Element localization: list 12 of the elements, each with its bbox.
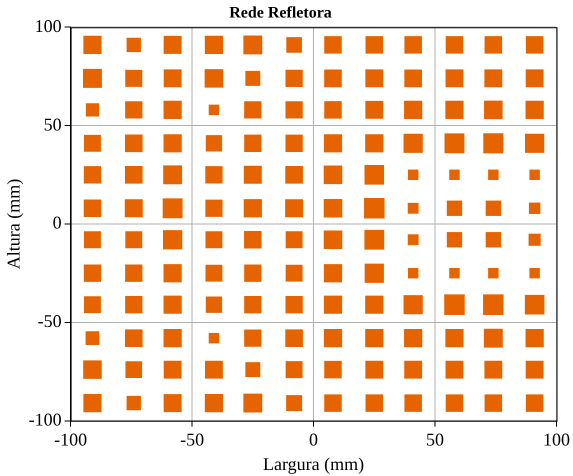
- x-tick-label: -50: [180, 429, 204, 450]
- y-tick-label: 50: [44, 114, 62, 134]
- x-tick-label: 100: [543, 429, 570, 450]
- chart-title: Rede Refletora: [229, 4, 332, 22]
- y-axis-title: Altura (mm): [4, 178, 24, 270]
- y-tick-label: 0: [52, 212, 62, 233]
- y-tick-label: -50: [38, 311, 62, 332]
- x-tick-label: 0: [309, 429, 318, 450]
- y-tick-label: 100: [34, 16, 62, 36]
- x-tick-label: 50: [426, 429, 444, 450]
- x-axis-title: Largura (mm): [262, 454, 364, 474]
- y-tick-label: -100: [28, 410, 62, 430]
